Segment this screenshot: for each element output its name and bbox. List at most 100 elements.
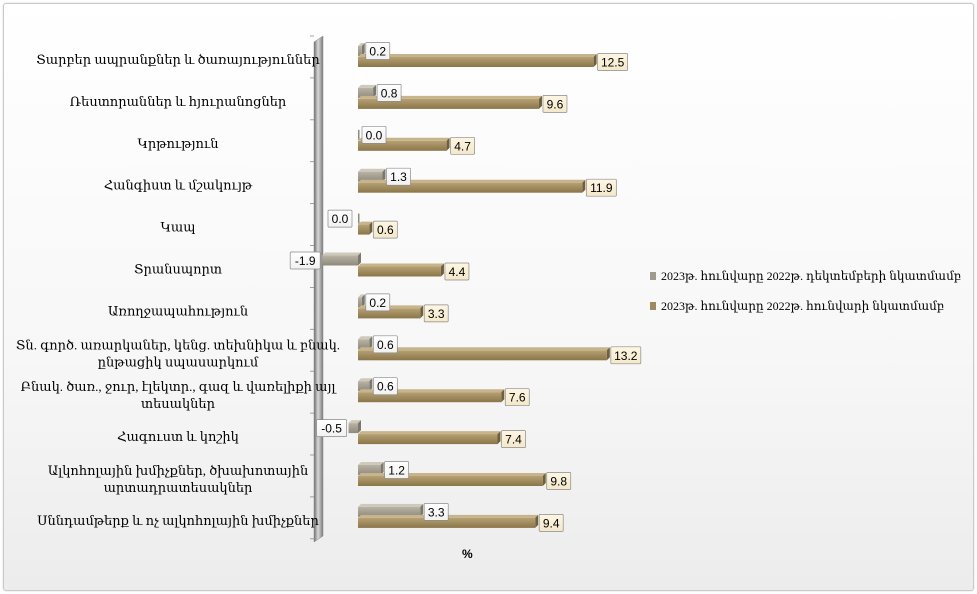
data-label: 0.6 bbox=[372, 220, 398, 239]
category-label: Տն. գործ. առարկաներ, կենց. տեխնիկա և բնա… bbox=[16, 337, 340, 369]
data-label-box bbox=[538, 514, 564, 532]
bar-top bbox=[348, 420, 361, 424]
bar-front bbox=[358, 297, 362, 308]
data-label: 0.6 bbox=[372, 335, 398, 354]
bar-top bbox=[358, 84, 377, 88]
bar-side bbox=[358, 420, 361, 434]
data-label: 12.5 bbox=[597, 53, 628, 71]
bar bbox=[358, 503, 424, 517]
legend-swatch bbox=[650, 272, 656, 280]
x-axis-unit: % bbox=[462, 547, 473, 561]
bar bbox=[358, 213, 360, 224]
bar-side bbox=[497, 431, 501, 445]
bar-side bbox=[369, 336, 373, 350]
bar bbox=[358, 347, 610, 361]
data-label-text: 9.4 bbox=[543, 516, 560, 530]
bar bbox=[358, 43, 365, 56]
bar bbox=[348, 420, 361, 434]
bar-side bbox=[593, 54, 597, 67]
bar bbox=[358, 431, 501, 445]
bar bbox=[358, 84, 377, 98]
bar bbox=[358, 129, 360, 140]
data-label-box bbox=[327, 209, 353, 228]
data-label: 3.3 bbox=[423, 503, 449, 521]
legend: 2023թ. հունվարը 2022թ. դեկտեմբերի նկատմա… bbox=[650, 269, 961, 313]
data-label-box bbox=[376, 84, 402, 102]
data-label-box bbox=[546, 472, 572, 490]
bar-top bbox=[358, 462, 384, 465]
category-label: Տրանսպորտ bbox=[134, 262, 222, 277]
data-label-box bbox=[372, 220, 398, 239]
bar-side bbox=[369, 221, 373, 235]
category-label: Առողջապահություն bbox=[108, 303, 248, 318]
bar-front bbox=[358, 57, 594, 67]
bar-front bbox=[358, 182, 583, 193]
bar-side bbox=[542, 473, 546, 486]
category-axis bbox=[310, 35, 324, 543]
bar-top bbox=[358, 263, 444, 267]
data-label: 0.6 bbox=[372, 377, 398, 396]
data-label-text: 0.0 bbox=[332, 212, 349, 226]
bar-front bbox=[358, 392, 502, 403]
data-label-text: 12.5 bbox=[601, 56, 625, 70]
bar-side bbox=[373, 84, 377, 98]
bar-front bbox=[358, 506, 421, 517]
bar-top bbox=[358, 336, 373, 340]
data-label: 1.3 bbox=[386, 167, 411, 186]
bar bbox=[358, 168, 386, 182]
data-label-text: 7.4 bbox=[505, 433, 522, 447]
data-label-text: 7.6 bbox=[509, 391, 526, 405]
data-label: 9.8 bbox=[546, 472, 572, 490]
data-label-box bbox=[450, 136, 475, 155]
category-label: Կրթություն bbox=[137, 136, 218, 151]
data-label-box bbox=[372, 377, 398, 396]
bar bbox=[358, 54, 597, 67]
bar-front bbox=[358, 129, 360, 140]
data-label-text: 0.2 bbox=[369, 296, 386, 310]
bar-top bbox=[358, 221, 373, 225]
data-label: 3.3 bbox=[423, 304, 449, 323]
bar-side bbox=[358, 252, 361, 266]
bar-front bbox=[358, 46, 362, 56]
axis-wall bbox=[313, 35, 324, 543]
data-labels: 0.2 12.5 0.8 9.6 0.0 4.7 1.3 11.9 0.0 0.6 -1.9 4.4 0… bbox=[289, 42, 642, 532]
bar-top bbox=[358, 378, 373, 382]
bar-side bbox=[420, 503, 424, 517]
bar-front bbox=[358, 140, 447, 151]
bar-front bbox=[322, 255, 358, 266]
data-label: 1.2 bbox=[384, 461, 409, 479]
bar-side bbox=[420, 305, 424, 319]
legend-entry: 2023թ. հունվարը 2022թ. դեկտեմբերի նկատմա… bbox=[650, 269, 961, 283]
category-labels: Տարբեր ապրանքներ և ծառայություններ Ռեստոր… bbox=[16, 52, 340, 528]
bar-top bbox=[358, 95, 542, 99]
bar bbox=[358, 294, 365, 308]
category-label: Ալկոհոլային խմիչքներ, ծխախոտային արտադրատ… bbox=[48, 463, 308, 495]
data-label-box bbox=[289, 251, 321, 270]
bar-front bbox=[358, 266, 441, 277]
bar bbox=[358, 95, 542, 109]
data-label: 0.0 bbox=[327, 209, 353, 228]
data-label-text: 3.3 bbox=[428, 505, 445, 519]
category-label: Հանգիստ և մշակույթ bbox=[104, 178, 253, 193]
category-label: Սննդամթերք և ոչ ալկոհոլային խմիչքներ bbox=[37, 513, 319, 528]
bar-front bbox=[358, 381, 370, 392]
bars bbox=[322, 43, 610, 528]
data-label: 0.0 bbox=[361, 125, 387, 144]
bar-top bbox=[358, 503, 424, 507]
bar-top bbox=[358, 431, 501, 435]
data-label-box bbox=[597, 53, 628, 71]
data-label-box bbox=[386, 167, 411, 186]
data-label-box bbox=[542, 95, 568, 113]
data-label-box bbox=[504, 388, 530, 407]
data-label-text: 1.3 bbox=[390, 170, 407, 184]
data-label-text: 0.8 bbox=[381, 86, 398, 100]
bar-top bbox=[358, 347, 610, 351]
data-label-box bbox=[501, 430, 526, 448]
bar-top bbox=[358, 43, 365, 46]
data-label-text: -1.9 bbox=[295, 254, 316, 268]
category-label: Տարբեր ապրանքներ և ծառայություններ bbox=[36, 52, 320, 67]
bar-side bbox=[538, 95, 542, 109]
bar-front bbox=[358, 476, 543, 486]
data-label: -0.5 bbox=[316, 419, 347, 437]
bar bbox=[358, 263, 444, 277]
